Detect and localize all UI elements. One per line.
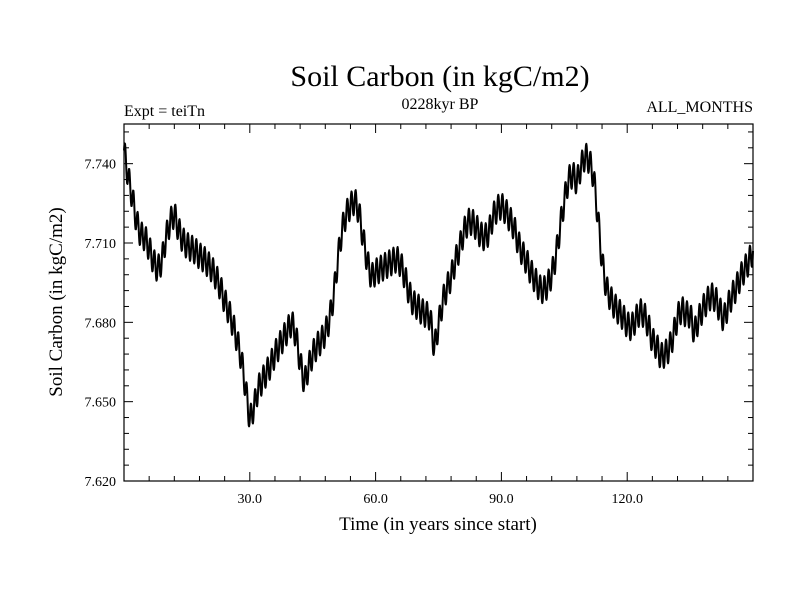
x-tick-label: 30.0 (238, 492, 263, 507)
x-tick-label: 60.0 (363, 492, 388, 507)
x-axis-ticks: 30.0 60.0 90.0 120.0 (123, 124, 754, 507)
plot-frame (123, 123, 754, 482)
y-tick-label: 7.620 (85, 475, 117, 490)
months-label: ALL_MONTHS (646, 99, 753, 116)
series-line-soil-carbon (123, 142, 754, 428)
y-tick-label: 7.650 (85, 396, 117, 411)
x-tick-label: 90.0 (489, 492, 514, 507)
y-tick-label: 7.710 (85, 237, 117, 252)
x-axis-label: Time (in years since start) (339, 514, 537, 535)
chart-subtitle: 0228kyr BP (402, 96, 479, 113)
experiment-label: Expt = teiTn (124, 103, 205, 120)
x-tick-label: 120.0 (611, 492, 643, 507)
y-tick-label: 7.740 (85, 158, 117, 173)
y-tick-label: 7.680 (85, 316, 117, 331)
chart-title: Soil Carbon (in kgC/m2) (290, 60, 589, 93)
y-axis-label: Soil Carbon (in kgC/m2) (46, 207, 67, 396)
y-axis-ticks: 7.620 7.650 7.680 7.710 7.740 (85, 131, 753, 490)
